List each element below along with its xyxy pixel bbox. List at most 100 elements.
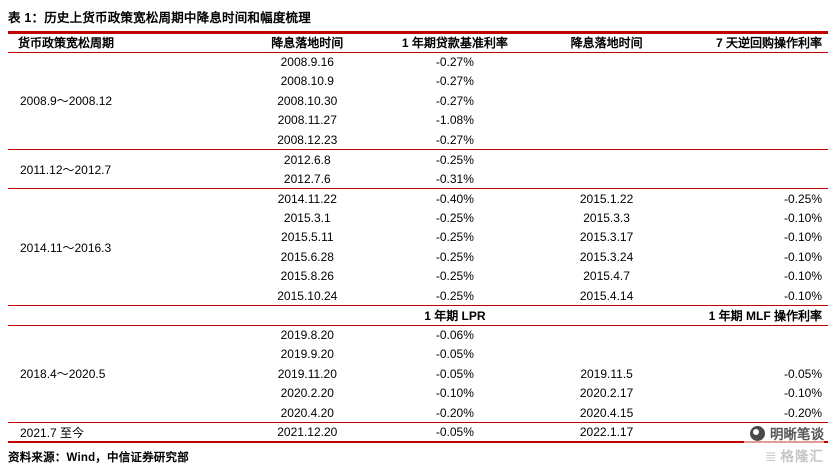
- cell-cut-date: [525, 72, 689, 92]
- sub-header-cell: [229, 305, 386, 325]
- cell-cut-date: 2015.4.7: [583, 269, 630, 284]
- cell-cut-date: 2015.3.17: [579, 230, 634, 245]
- table-row: 2015.10.24 -0.25% 2015.4.14 -0.10%: [8, 286, 828, 306]
- cell-cut-date: [525, 130, 689, 150]
- cell-rate-change: -0.25%: [385, 149, 525, 169]
- table-row: 2012.7.6 -0.31%: [8, 169, 828, 189]
- cell-cut-date: 2015.8.26: [280, 269, 334, 284]
- watermark-platform-text: 格隆汇: [780, 449, 824, 464]
- cell-rate-change: -0.40%: [385, 188, 525, 208]
- cell-cut-date: [525, 345, 689, 365]
- cell-rate-change: -0.10%: [783, 386, 822, 401]
- gelonghui-logo-icon: ≣: [765, 449, 778, 464]
- table-row: 2015.5.11 -0.25% 2015.3.17 -0.10%: [8, 228, 828, 248]
- cell-cut-date: 2015.3.1: [283, 210, 331, 225]
- table-row: 2020.4.20 -0.20% 2020.4.15 -0.20%: [8, 403, 828, 423]
- table-row: 2008.12.23 -0.27%: [8, 130, 828, 150]
- cell-rate-change: -0.27%: [435, 132, 474, 147]
- source-text: Wind，中信证券研究部: [66, 452, 189, 464]
- cell-rate-change: -0.25%: [435, 230, 474, 245]
- cell-rate-change: -0.27%: [385, 51, 525, 72]
- cell-rate-change: -0.25%: [435, 210, 474, 225]
- table-row: 2015.3.1 -0.25% 2015.3.3 -0.10%: [8, 208, 828, 228]
- source-note: 资料来源：Wind，中信证券研究部: [6, 443, 828, 465]
- cell-cut-date: 2012.6.8: [229, 149, 386, 169]
- sub-header-cell: [524, 305, 689, 325]
- cell-cut-date: 2020.4.15: [579, 405, 634, 420]
- cell-rate-change: [689, 345, 828, 365]
- cell-cut-date: 2015.3.24: [579, 249, 634, 264]
- cell-cut-date: [524, 149, 689, 169]
- cell-cut-date: 2008.10.30: [277, 93, 338, 108]
- cell-cut-date: 2020.2.20: [280, 386, 334, 401]
- cell-policy-cycle: 2021.7 至今: [8, 422, 230, 442]
- cell-rate-change: [689, 111, 828, 131]
- cell-cut-date: 2008.9.16: [229, 51, 386, 72]
- cell-cut-date: 2019.11.20: [277, 366, 337, 381]
- cell-rate-change: -0.25%: [435, 288, 474, 303]
- cell-rate-change: -1.08%: [435, 113, 474, 128]
- cell-cut-date: 2019.9.20: [280, 347, 334, 362]
- cell-rate-change: -0.05%: [435, 347, 474, 362]
- cell-policy-cycle: 2008.9～2008.12: [8, 51, 230, 150]
- cell-rate-change: -0.05%: [385, 422, 525, 442]
- header-policy-cycle: 货币政策宽松周期: [8, 32, 230, 53]
- cell-cut-date: 2008.10.9: [280, 74, 334, 89]
- cell-rate-change: -0.10%: [783, 269, 822, 284]
- cell-cut-date: [524, 324, 689, 345]
- cell-rate-change: [688, 324, 828, 345]
- cell-cut-date: 2015.10.24: [277, 288, 338, 303]
- table-row: 2020.2.20 -0.10% 2020.2.17 -0.10%: [8, 384, 828, 404]
- sub-header-cell: 1 年期 MLF 操作利率: [688, 305, 828, 325]
- table-row: 2008.11.27 -1.08%: [8, 111, 828, 131]
- watermark: 明晰笔谈 ≣ 格隆汇: [744, 423, 824, 465]
- watermark-brand-text: 明晰笔谈: [770, 427, 824, 442]
- table-row: 2019.9.20 -0.05%: [8, 345, 828, 365]
- cell-cut-date: 2020.2.17: [579, 386, 634, 401]
- cell-rate-change: -0.10%: [783, 230, 822, 245]
- cell-rate-change: -0.25%: [688, 188, 828, 208]
- cell-rate-change: -0.20%: [435, 405, 474, 420]
- header-benchmark-loan-rate: 1 年期贷款基准利率: [385, 32, 525, 53]
- cell-cut-date: 2021.12.20: [229, 422, 386, 442]
- table-row: 2008.10.30 -0.27%: [8, 91, 828, 111]
- cell-rate-change: [688, 149, 828, 169]
- cell-cut-date: 2015.6.28: [280, 249, 334, 264]
- table-title: 表 1：历史上货币政策宽松周期中降息时间和幅度梳理: [8, 11, 311, 25]
- cell-cut-date: 2014.11.22: [229, 188, 386, 208]
- cell-policy-cycle: 2018.4～2020.5: [8, 324, 230, 423]
- mingxi-bitan-logo-icon: [750, 425, 765, 441]
- cell-rate-change: -0.10%: [783, 288, 822, 303]
- cell-rate-change: [689, 91, 828, 111]
- table-row: 2015.8.26 -0.25% 2015.4.7 -0.10%: [8, 267, 828, 287]
- cell-rate-change: -0.10%: [783, 210, 822, 225]
- cell-cut-date: 2022.1.17: [524, 422, 689, 442]
- source-label: 资料来源：: [8, 452, 67, 464]
- cell-cut-date: 2019.8.20: [229, 324, 386, 345]
- cell-cut-date: 2015.5.11: [281, 230, 334, 245]
- cell-rate-change: -0.10%: [783, 249, 822, 264]
- header-cut-date-benchmark: 降息落地时间: [229, 32, 386, 53]
- cell-rate-change: [689, 72, 828, 92]
- cell-cut-date: 2020.4.20: [280, 405, 334, 420]
- cell-rate-change: [688, 51, 828, 72]
- cell-cut-date: [525, 111, 689, 131]
- cell-rate-change: -0.20%: [783, 405, 822, 420]
- cell-cut-date: 2015.3.3: [583, 210, 630, 225]
- watermark-platform-line: ≣ 格隆汇: [750, 445, 824, 465]
- cell-cut-date: 2008.11.27: [277, 113, 337, 128]
- table-row: 2015.6.28 -0.25% 2015.3.24 -0.10%: [8, 247, 828, 267]
- cell-cut-date: [524, 51, 689, 72]
- header-reverse-repo-rate: 7 天逆回购操作利率: [688, 32, 828, 53]
- header-row: 货币政策宽松周期 降息落地时间 1 年期贷款基准利率 降息落地时间 7 天逆回购…: [8, 32, 828, 53]
- cell-rate-change: -0.27%: [435, 93, 474, 108]
- cell-policy-cycle: 2014.11～2016.3: [8, 188, 230, 306]
- cell-cut-date: 2015.1.22: [524, 188, 689, 208]
- cell-cut-date: 2012.7.6: [283, 171, 331, 186]
- table-row: 2018.4～2020.5 2019.8.20 -0.06%: [8, 324, 828, 423]
- cell-cut-date: [525, 169, 689, 189]
- rate-cut-table: 货币政策宽松周期 降息落地时间 1 年期贷款基准利率 降息落地时间 7 天逆回购…: [8, 31, 828, 443]
- cell-cut-date: 2008.12.23: [277, 132, 338, 147]
- table-row: 2011.12～2012.7 2012.6.8 -0.25%: [8, 149, 828, 189]
